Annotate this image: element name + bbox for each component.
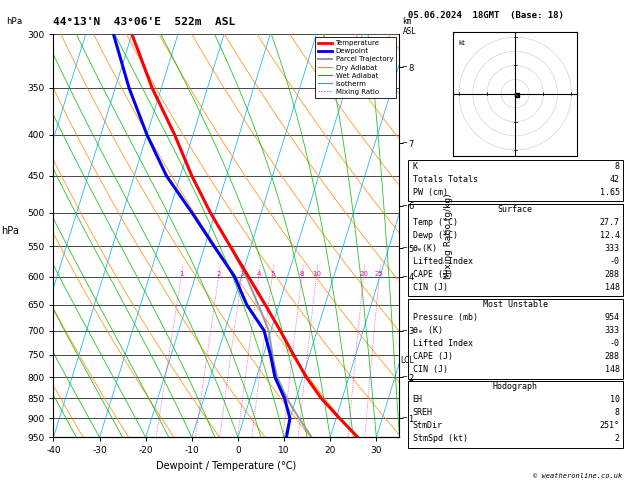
Text: K: K (413, 162, 418, 171)
Text: -0: -0 (610, 339, 620, 348)
Text: −: − (401, 274, 407, 279)
Text: −: − (401, 140, 407, 146)
Text: StmSpd (kt): StmSpd (kt) (413, 434, 467, 443)
Text: 251°: 251° (599, 421, 620, 430)
Text: Lifted Index: Lifted Index (413, 339, 472, 348)
Text: 288: 288 (604, 270, 620, 279)
Text: 8: 8 (615, 162, 620, 171)
Text: LCL: LCL (400, 356, 414, 364)
Text: CAPE (J): CAPE (J) (413, 270, 453, 279)
Text: 42: 42 (610, 174, 620, 184)
Text: 20: 20 (359, 271, 368, 277)
Text: Pressure (mb): Pressure (mb) (413, 313, 477, 322)
Text: 288: 288 (604, 352, 620, 361)
Text: 1.65: 1.65 (599, 188, 620, 197)
Text: hPa: hPa (6, 17, 23, 26)
Text: Lifted Index: Lifted Index (413, 257, 472, 266)
Text: −: − (401, 416, 407, 421)
Text: θₑ(K): θₑ(K) (413, 244, 438, 253)
Text: 954: 954 (604, 313, 620, 322)
Text: −: − (401, 328, 407, 333)
Text: km
ASL: km ASL (403, 17, 416, 36)
Text: 10: 10 (312, 271, 321, 277)
Text: 05.06.2024  18GMT  (Base: 18): 05.06.2024 18GMT (Base: 18) (408, 11, 564, 20)
Text: 8: 8 (299, 271, 304, 277)
Text: SREH: SREH (413, 408, 433, 417)
Text: Dewp (°C): Dewp (°C) (413, 231, 458, 240)
Text: 25: 25 (375, 271, 384, 277)
Y-axis label: Mixing Ratio (g/kg): Mixing Ratio (g/kg) (444, 193, 454, 278)
Text: 5: 5 (270, 271, 274, 277)
Text: 333: 333 (604, 244, 620, 253)
X-axis label: Dewpoint / Temperature (°C): Dewpoint / Temperature (°C) (157, 461, 296, 471)
Text: −: − (401, 245, 407, 251)
Text: −: − (401, 374, 407, 380)
Text: CIN (J): CIN (J) (413, 364, 448, 374)
Text: StmDir: StmDir (413, 421, 443, 430)
Text: Temp (°C): Temp (°C) (413, 218, 458, 227)
Text: Hodograph: Hodograph (493, 382, 538, 392)
Legend: Temperature, Dewpoint, Parcel Trajectory, Dry Adiabat, Wet Adiabat, Isotherm, Mi: Temperature, Dewpoint, Parcel Trajectory… (315, 37, 396, 98)
Text: PW (cm): PW (cm) (413, 188, 448, 197)
Text: 8: 8 (615, 408, 620, 417)
Text: Totals Totals: Totals Totals (413, 174, 477, 184)
Text: 4: 4 (257, 271, 261, 277)
Text: −: − (401, 64, 407, 70)
Y-axis label: hPa: hPa (2, 226, 19, 236)
Text: kt: kt (459, 40, 465, 46)
Text: 333: 333 (604, 326, 620, 335)
Text: -0: -0 (610, 257, 620, 266)
Text: −: − (401, 203, 407, 208)
Text: 2: 2 (615, 434, 620, 443)
Text: 2: 2 (216, 271, 221, 277)
Text: 1: 1 (179, 271, 184, 277)
Text: Most Unstable: Most Unstable (482, 300, 548, 310)
Text: Surface: Surface (498, 205, 533, 214)
Text: 27.7: 27.7 (599, 218, 620, 227)
Text: 44°13'N  43°06'E  522m  ASL: 44°13'N 43°06'E 522m ASL (53, 17, 236, 27)
Text: CAPE (J): CAPE (J) (413, 352, 453, 361)
Text: 12.4: 12.4 (599, 231, 620, 240)
Text: 3: 3 (240, 271, 244, 277)
Text: 10: 10 (610, 396, 620, 404)
Text: 148: 148 (604, 283, 620, 292)
Text: EH: EH (413, 396, 423, 404)
Text: CIN (J): CIN (J) (413, 283, 448, 292)
Text: © weatheronline.co.uk: © weatheronline.co.uk (533, 473, 623, 479)
Text: 148: 148 (604, 364, 620, 374)
Text: θₑ (K): θₑ (K) (413, 326, 443, 335)
